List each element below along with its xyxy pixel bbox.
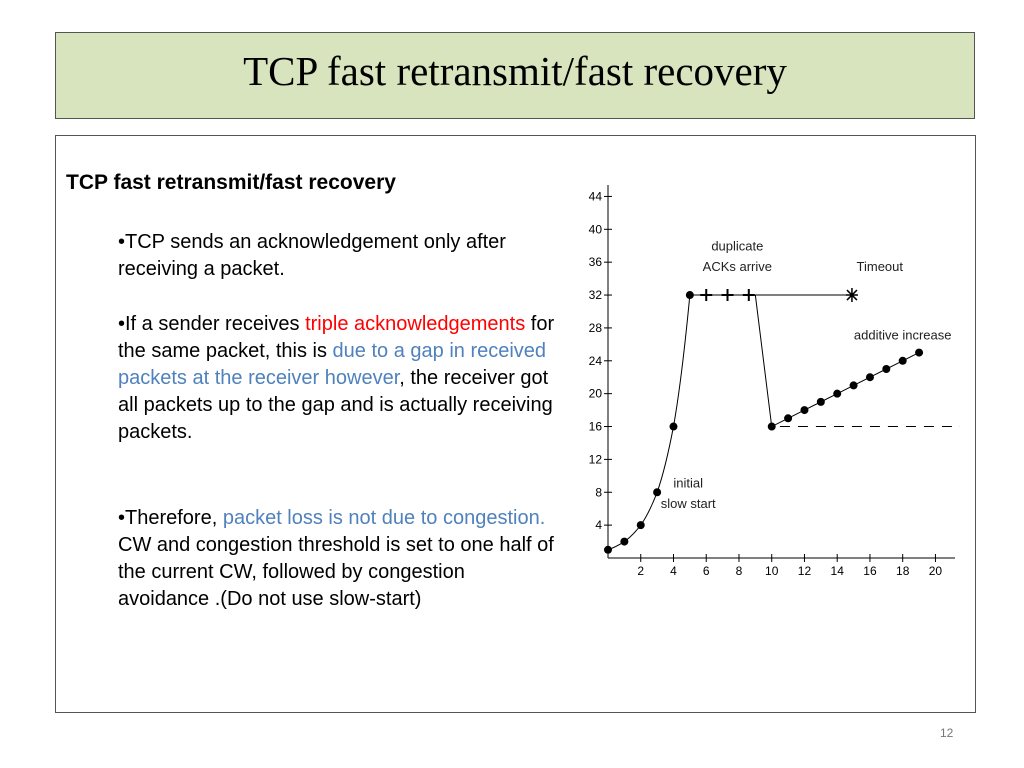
x-tick-label: 10	[765, 564, 779, 578]
data-point	[767, 422, 776, 431]
x-tick-label: 16	[863, 564, 877, 578]
data-point	[833, 389, 842, 398]
data-point	[915, 348, 924, 357]
data-point	[653, 488, 662, 497]
duplicate-ack-marker	[742, 289, 755, 302]
bullet-text-segment: •If a sender receives	[118, 313, 306, 335]
data-point	[816, 397, 825, 406]
chart-annotation: additive increase	[854, 327, 952, 342]
bullet-text-segment: triple acknowledgements	[305, 313, 526, 335]
y-tick-label: 32	[589, 288, 603, 302]
timeout-marker	[845, 288, 858, 303]
data-point	[865, 373, 874, 382]
data-point	[620, 537, 629, 546]
y-tick-label: 20	[589, 387, 603, 401]
content-box	[55, 135, 976, 713]
bullet-text-segment: packet loss is not due to congestion.	[222, 507, 546, 529]
data-point	[604, 545, 612, 554]
chart-annotation: ACKs arrive	[703, 259, 772, 274]
x-tick-label: 20	[929, 564, 943, 578]
chart-annotation: Timeout	[857, 259, 904, 274]
content-heading: TCP fast retransmit/fast recovery	[66, 171, 396, 194]
bullet-text-segment: CW and congestion threshold is set to on…	[118, 534, 554, 610]
bullet-text-segment: •TCP sends an acknowledgement only after…	[118, 231, 506, 280]
y-tick-label: 44	[589, 189, 603, 203]
data-point	[849, 381, 858, 390]
x-tick-label: 6	[703, 564, 710, 578]
data-point	[685, 291, 694, 300]
bullet-item-3: •Therefore, packet loss is not due to co…	[118, 505, 558, 613]
data-point	[669, 422, 678, 431]
y-tick-label: 4	[595, 518, 602, 532]
y-tick-label: 24	[589, 354, 603, 368]
bullet-item-2: •If a sender receives triple acknowledge…	[118, 311, 558, 446]
bullet-text-segment: •Therefore,	[118, 507, 223, 529]
x-tick-label: 14	[831, 564, 845, 578]
data-point	[882, 365, 891, 373]
x-tick-label: 12	[798, 564, 812, 578]
duplicate-ack-marker	[700, 289, 713, 302]
y-tick-label: 36	[589, 255, 603, 269]
chart-annotation: duplicate	[711, 239, 763, 254]
slide-title: TCP fast retransmit/fast recovery	[243, 48, 787, 94]
data-point	[800, 406, 809, 415]
bullet-item-1: •TCP sends an acknowledgement only after…	[118, 229, 558, 283]
chart-annotation: initial	[673, 475, 703, 490]
data-point	[898, 356, 907, 365]
x-tick-label: 18	[896, 564, 910, 578]
title-box: TCP fast retransmit/fast recovery	[55, 32, 975, 119]
bullet-text-segment: due to a gap in received packets at the …	[118, 340, 547, 389]
duplicate-ack-marker	[721, 289, 734, 302]
y-tick-label: 8	[595, 485, 602, 499]
chart-annotation: slow start	[661, 496, 716, 511]
x-tick-label: 4	[670, 564, 677, 578]
bullet-text-segment: for the same packet, this is	[118, 313, 555, 362]
y-tick-label: 12	[589, 452, 603, 466]
x-tick-label: 2	[637, 564, 644, 578]
data-point	[784, 414, 793, 423]
y-tick-label: 40	[589, 222, 603, 236]
bullet-text-segment: , the receiver got all packets up to the…	[118, 367, 553, 443]
page-number: 12	[940, 726, 954, 740]
y-tick-label: 28	[589, 321, 603, 335]
data-point	[636, 521, 645, 530]
x-tick-label: 8	[736, 564, 743, 578]
y-tick-label: 16	[589, 420, 603, 434]
